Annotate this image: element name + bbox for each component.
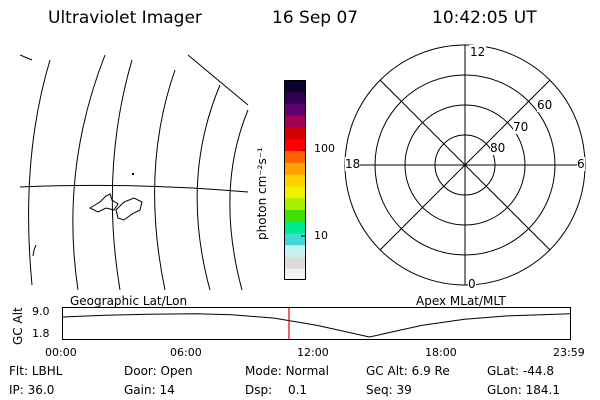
image-time: 10:42:05 UT bbox=[432, 8, 537, 28]
status-dsp: Dsp: 0.1 bbox=[245, 383, 307, 397]
glon-label: GLon: bbox=[487, 383, 522, 397]
mode-value: Normal bbox=[285, 364, 329, 378]
geographic-map bbox=[20, 54, 249, 290]
colorbar-segment bbox=[285, 150, 305, 163]
mlt-label-12: 12 bbox=[469, 45, 487, 59]
timeline-frame bbox=[62, 307, 571, 340]
timeline-xtick-1200: 12:00 bbox=[297, 346, 329, 359]
ip-label: IP: bbox=[9, 383, 24, 397]
colorbar-segment bbox=[285, 256, 305, 269]
coastline-new-zealand bbox=[32, 193, 143, 257]
dsp-label: Dsp: bbox=[245, 383, 273, 397]
altitude-timeline bbox=[62, 307, 571, 340]
color-scale-bar bbox=[284, 80, 306, 280]
status-glat: GLat: -44.8 bbox=[487, 364, 554, 378]
map-dot bbox=[132, 173, 134, 175]
colorbar-segment bbox=[285, 138, 305, 152]
status-ip: IP: 36.0 bbox=[9, 383, 54, 397]
colorbar-tick-100: 100 bbox=[314, 142, 335, 155]
latitude-line bbox=[187, 54, 249, 106]
longitude-line bbox=[229, 109, 249, 290]
mlt-label-0: 0 bbox=[468, 277, 476, 291]
colorbar-segment bbox=[285, 115, 305, 128]
status-mode: Mode: Normal bbox=[245, 364, 329, 378]
colorbar-segment bbox=[285, 91, 305, 105]
timeline-ytick-low: 1.8 bbox=[32, 327, 50, 340]
filter-value: LBHL bbox=[31, 364, 63, 378]
longitude-line bbox=[154, 69, 176, 290]
colorbar-segment bbox=[285, 162, 305, 175]
glat-label: GLat: bbox=[487, 364, 520, 378]
seq-label: Seq: bbox=[366, 383, 393, 397]
status-seq: Seq: 39 bbox=[366, 383, 412, 397]
colorbar-segment bbox=[285, 80, 305, 93]
glon-value: 184.1 bbox=[525, 383, 560, 397]
dsp-value: 0.1 bbox=[287, 383, 308, 397]
status-filter: Flt: LBHL bbox=[9, 364, 62, 378]
status-glon: GLon: 184.1 bbox=[487, 383, 560, 397]
geographic-panel-label: Geographic Lat/Lon bbox=[70, 294, 188, 308]
lat-label-70: 70 bbox=[513, 120, 529, 134]
lat-label-60: 60 bbox=[537, 98, 553, 112]
mlt-line-diag bbox=[379, 79, 551, 251]
colorbar-tick-10: 10 bbox=[314, 229, 328, 242]
glat-value: -44.8 bbox=[522, 364, 554, 378]
timeline-xtick-2359: 23:59 bbox=[553, 346, 585, 359]
latitude-line bbox=[20, 184, 249, 193]
colorbar-segment bbox=[285, 268, 305, 280]
longitude-line bbox=[111, 59, 133, 290]
mode-label: Mode: bbox=[245, 364, 282, 378]
seq-value: 39 bbox=[396, 383, 412, 397]
timeline-xtick-0000: 00:00 bbox=[45, 346, 77, 359]
latitude-line bbox=[20, 54, 33, 61]
colorbar-segment bbox=[285, 244, 305, 257]
longitude-line bbox=[72, 54, 106, 290]
gc-alt-value: 6.9 Re bbox=[411, 364, 450, 378]
timeline-xtick-1800: 18:00 bbox=[425, 346, 457, 359]
status-door: Door: Open bbox=[124, 364, 193, 378]
instrument-title: Ultraviolet Imager bbox=[48, 8, 202, 28]
colorbar-segment bbox=[285, 221, 305, 234]
colorbar-unit-label: photon cm⁻²s⁻¹ bbox=[255, 147, 269, 240]
timeline-ylabel: GC Alt bbox=[11, 307, 25, 345]
colorbar-segment bbox=[285, 127, 305, 140]
ip-value: 36.0 bbox=[27, 383, 55, 397]
colorbar-segment bbox=[285, 174, 305, 187]
gain-label: Gain: bbox=[124, 383, 156, 397]
filter-label: Flt: bbox=[9, 364, 28, 378]
polar-mlat-mlt-plot bbox=[344, 44, 586, 286]
timeline-ytick-high: 9.0 bbox=[32, 305, 50, 318]
longitude-line bbox=[28, 59, 51, 286]
colorbar-segment bbox=[285, 197, 305, 210]
mlt-label-18: 18 bbox=[345, 157, 361, 171]
colorbar-segment bbox=[285, 209, 305, 222]
lat-label-80: 80 bbox=[490, 141, 506, 155]
mlt-label-6: 6 bbox=[577, 157, 585, 171]
gc-alt-label: GC Alt: bbox=[366, 364, 408, 378]
status-gc-alt: GC Alt: 6.9 Re bbox=[366, 364, 450, 378]
altitude-curve bbox=[62, 313, 571, 338]
image-date: 16 Sep 07 bbox=[272, 8, 359, 28]
door-label: Door: bbox=[124, 364, 157, 378]
apex-panel-label: Apex MLat/MLT bbox=[416, 294, 506, 308]
timeline-xtick-0600: 06:00 bbox=[170, 346, 202, 359]
colorbar-segment bbox=[285, 185, 305, 199]
longitude-line bbox=[196, 84, 221, 290]
colorbar-segment bbox=[285, 103, 305, 116]
gain-value: 14 bbox=[159, 383, 175, 397]
status-gain: Gain: 14 bbox=[124, 383, 175, 397]
colorbar-segment bbox=[285, 232, 305, 246]
colorbar-frame bbox=[284, 80, 306, 280]
door-value: Open bbox=[160, 364, 193, 378]
